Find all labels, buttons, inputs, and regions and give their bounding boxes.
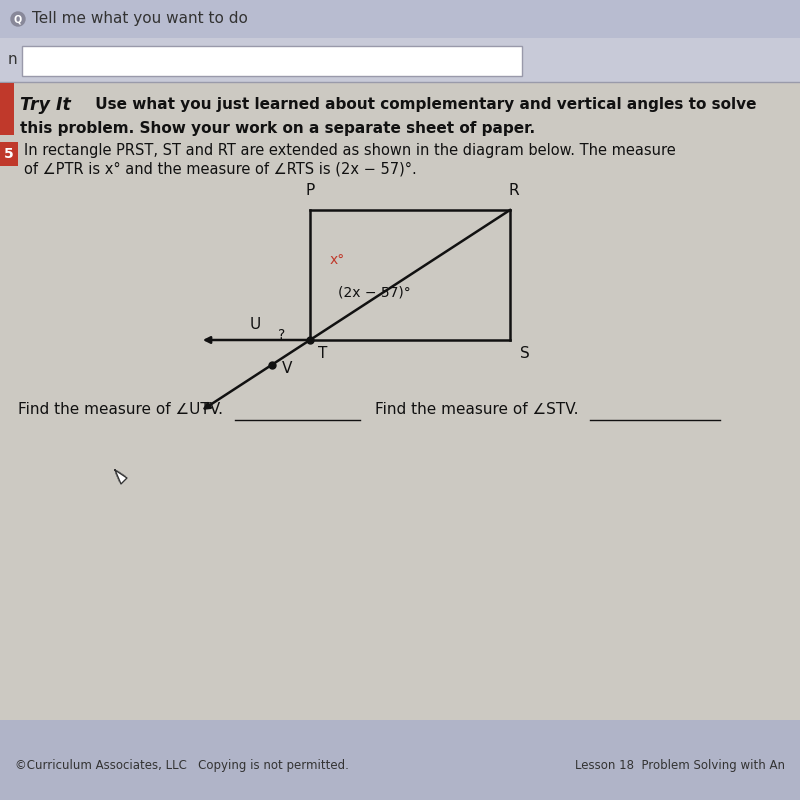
- Text: S: S: [520, 346, 530, 361]
- Text: ©Curriculum Associates, LLC   Copying is not permitted.: ©Curriculum Associates, LLC Copying is n…: [15, 758, 349, 771]
- Bar: [0, 38, 800, 82]
- Bar: [0, 82, 800, 720]
- Text: R: R: [509, 183, 519, 198]
- Text: x°: x°: [330, 253, 346, 267]
- Text: In rectangle PRST, ST and RT are extended as shown in the diagram below. The mea: In rectangle PRST, ST and RT are extende…: [24, 142, 676, 158]
- Text: ?: ?: [278, 328, 286, 342]
- Text: P: P: [306, 183, 314, 198]
- Text: T: T: [318, 346, 327, 361]
- Text: of ∠PTR is x° and the measure of ∠RTS is (2x − 57)°.: of ∠PTR is x° and the measure of ∠RTS is…: [24, 162, 417, 177]
- Bar: [0, 142, 18, 166]
- Text: Tell me what you want to do: Tell me what you want to do: [32, 11, 248, 26]
- Text: (2x − 57)°: (2x − 57)°: [338, 285, 410, 299]
- Text: 5: 5: [4, 147, 14, 161]
- Bar: [0, 83, 14, 135]
- Text: Try It: Try It: [20, 96, 70, 114]
- Text: Q: Q: [14, 14, 22, 24]
- Text: Lesson 18  Problem Solving with An: Lesson 18 Problem Solving with An: [575, 758, 785, 771]
- Bar: [0, 720, 800, 800]
- Text: Use what you just learned about complementary and vertical angles to solve: Use what you just learned about compleme…: [90, 98, 757, 113]
- Polygon shape: [115, 470, 127, 484]
- Bar: [0, 0, 800, 38]
- Bar: [22, 46, 522, 76]
- Text: Find the measure of ∠UTV.: Find the measure of ∠UTV.: [18, 402, 223, 418]
- Text: Find the measure of ∠STV.: Find the measure of ∠STV.: [375, 402, 578, 418]
- Circle shape: [11, 12, 25, 26]
- Text: this problem. Show your work on a separate sheet of paper.: this problem. Show your work on a separa…: [20, 121, 535, 135]
- Text: U: U: [250, 317, 261, 332]
- Text: V: V: [282, 361, 292, 375]
- Text: n: n: [8, 53, 18, 67]
